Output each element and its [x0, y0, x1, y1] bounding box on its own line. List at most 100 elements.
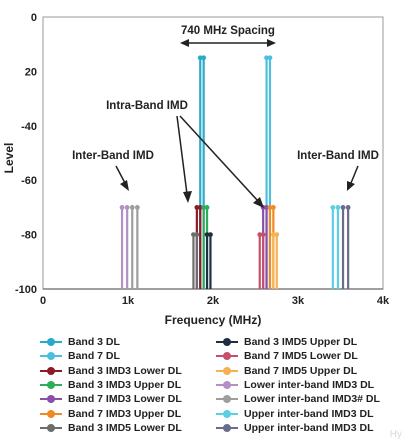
legend-label: Upper inter-band IMD3 DL — [244, 407, 374, 420]
legend-item: Band 3 DL — [40, 336, 120, 348]
legend-label: Band 7 IMD5 Lower DL — [244, 350, 358, 363]
legend-label: Band 3 IMD5 Upper DL — [244, 336, 358, 348]
series-point — [264, 55, 269, 61]
legend-swatch-dot — [47, 366, 55, 375]
y-tick-label: 20 — [25, 66, 37, 78]
intra-arrow-left-line — [176, 115, 188, 195]
legend-swatch-dot — [223, 395, 231, 404]
series-point — [264, 205, 269, 210]
legend-item: Band 7 IMD5 Upper DL — [216, 365, 357, 377]
x-axis-label: Frequency (MHz) — [165, 313, 262, 327]
legend-swatch-dot — [47, 338, 55, 346]
legend-swatch — [40, 394, 62, 404]
legend-label: Lower inter-band IMD3 DL — [244, 378, 375, 391]
legend-swatch — [216, 423, 238, 433]
series-point — [201, 55, 207, 61]
series-point — [124, 205, 130, 210]
legend-label: Band 3 IMD3 Upper DL — [68, 378, 182, 391]
series-point — [194, 232, 200, 238]
legend-item: Band 7 IMD5 Lower DL — [216, 350, 358, 362]
legend-label: Band 7 IMD3 Upper DL — [68, 407, 182, 420]
legend-swatch — [216, 409, 238, 419]
spacing-arrow-left-head — [180, 39, 189, 47]
legend-swatch-dot — [47, 395, 55, 404]
series-point — [270, 205, 276, 210]
legend-swatch — [40, 366, 62, 376]
legend-swatch-dot — [47, 423, 55, 432]
legend-label: Band 3 IMD3 Lower DL — [68, 364, 182, 377]
inter-band-right-annotation: Inter-Band IMD — [297, 150, 379, 191]
legend-swatch — [216, 366, 238, 376]
series-point — [129, 205, 135, 210]
legend-swatch — [40, 409, 62, 419]
legend-swatch-dot — [223, 423, 231, 432]
intra-arrow-left-head — [183, 191, 192, 203]
legend-swatch-dot — [47, 352, 55, 361]
intra-band-annotation: Intra-Band IMD — [106, 100, 264, 208]
series-point — [330, 205, 336, 210]
legend-label: Band 7 DL — [68, 350, 120, 363]
legend-swatch — [216, 351, 238, 361]
y-tick-label: -40 — [21, 121, 37, 133]
legend-item: Band 7 IMD3 Lower DL — [40, 393, 182, 405]
x-tick-label: 2k — [207, 295, 220, 307]
series-point — [119, 205, 125, 210]
series-point — [204, 232, 210, 238]
y-tick-label: -60 — [21, 175, 37, 187]
legend-item: Upper inter-band IMD3 DL — [216, 422, 374, 434]
series-8 — [204, 232, 213, 289]
legend-label: Band 3 IMD5 Lower DL — [68, 421, 182, 434]
legend-label: Band 7 IMD5 Upper DL — [244, 364, 358, 377]
x-tick-label: 0 — [40, 295, 46, 307]
series-7 — [191, 232, 200, 289]
legend-item: Band 3 IMD5 Lower DL — [40, 422, 182, 434]
x-tick-label: 4k — [377, 295, 390, 307]
legend-swatch — [216, 394, 238, 404]
legend-label: Band 7 IMD3 Lower DL — [68, 393, 182, 406]
series-point — [201, 205, 207, 210]
legend-item: Lower inter-band IMD3# DL — [216, 393, 380, 405]
series-point — [274, 232, 280, 238]
series-point — [270, 232, 276, 238]
legend-swatch — [40, 351, 62, 361]
legend-swatch — [40, 380, 62, 390]
series-14 — [340, 205, 351, 289]
series-point — [260, 232, 266, 238]
x-tick-label: 1k — [122, 295, 135, 307]
series-11 — [119, 205, 130, 289]
legend-item: Band 3 IMD3 Upper DL — [40, 379, 181, 391]
legend-swatch-dot — [223, 338, 231, 346]
y-axis-label: Level — [2, 143, 16, 174]
series-point — [208, 232, 213, 238]
series-13 — [330, 205, 341, 289]
series-point — [134, 205, 140, 210]
series-10 — [270, 232, 280, 289]
legend: Band 3 DL Band 7 DL Band 3 IMD3 Lower DL Ba… — [40, 336, 412, 444]
legend-swatch-dot — [223, 352, 231, 361]
spacing-annotation: 740 MHz Spacing — [180, 25, 276, 47]
legend-swatch-dot — [47, 409, 55, 418]
series-12 — [129, 205, 140, 289]
legend-item: Band 7 IMD3 Upper DL — [40, 408, 181, 420]
legend-swatch — [40, 423, 62, 433]
legend-swatch — [216, 337, 238, 347]
legend-item: Band 3 IMD3 Lower DL — [40, 365, 182, 377]
legend-label: Upper inter-band IMD3 DL — [244, 421, 374, 434]
series-marks — [119, 55, 351, 289]
series-point — [204, 205, 210, 210]
legend-item: Lower inter-band IMD3 DL — [216, 379, 374, 391]
series-point — [257, 232, 263, 238]
inter-band-left-annotation-label: Inter-Band IMD — [72, 150, 154, 162]
inter-band-left-annotation: Inter-Band IMD — [72, 150, 154, 191]
inter-band-right-annotation-label: Inter-Band IMD — [297, 150, 379, 162]
series-point — [191, 232, 196, 238]
legend-swatch-dot — [223, 409, 231, 418]
inter-right-arrow-head — [347, 181, 355, 191]
y-tick-label: -100 — [15, 284, 37, 296]
spacing-arrow-right-head — [267, 39, 276, 47]
watermark: Hy — [389, 429, 402, 440]
legend-label: Band 3 DL — [68, 336, 120, 348]
intra-arrow-right-head — [253, 197, 264, 208]
